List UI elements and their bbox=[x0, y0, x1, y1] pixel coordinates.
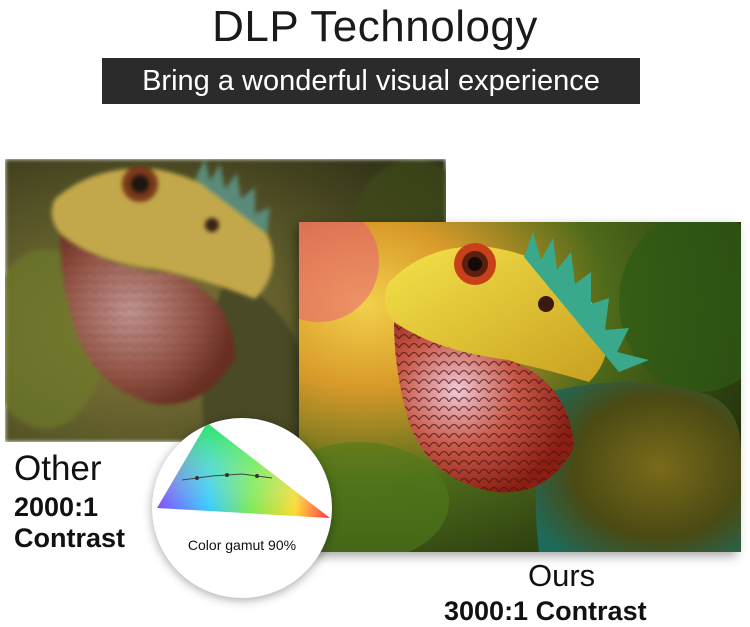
subtitle-banner: Bring a wonderful visual experience bbox=[102, 58, 640, 104]
other-contrast: 2000:1 Contrast bbox=[14, 492, 126, 553]
ours-contrast: 3000:1 Contrast bbox=[444, 596, 647, 626]
gamut-label: Color gamut 90% bbox=[187, 537, 297, 553]
subtitle-text: Bring a wonderful visual experience bbox=[142, 65, 600, 97]
page-title: DLP Technology bbox=[212, 2, 538, 51]
color-gamut-badge: Color gamut 90% bbox=[152, 418, 332, 598]
ours-lizard-photo bbox=[299, 222, 741, 552]
other-label: Other bbox=[14, 449, 102, 488]
ours-label: Ours bbox=[528, 558, 596, 593]
color-gamut-triangle-icon bbox=[157, 423, 330, 518]
